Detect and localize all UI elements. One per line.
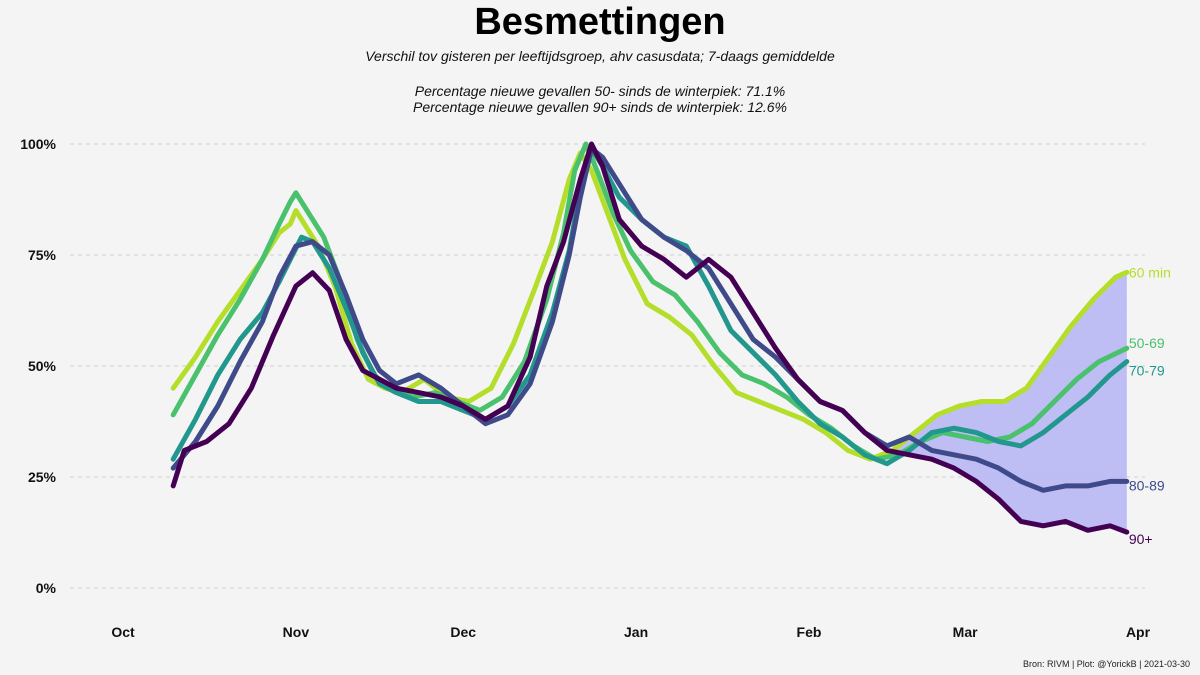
x-axis: Oct Nov Dec Jan Feb Mar Apr: [111, 624, 1150, 640]
series-line: [170, 150, 1130, 462]
series-line: [170, 141, 1130, 535]
series-lines: [170, 141, 1130, 535]
x-tick-label: Mar: [953, 624, 978, 640]
note-90-plus: Percentage nieuwe gevallen 90+ sinds de …: [413, 99, 787, 115]
y-tick-label: 50%: [28, 358, 57, 374]
chart-title: Besmettingen: [474, 1, 726, 43]
gridlines: [70, 143, 1145, 589]
series-labels: 60 min 50-69 70-79 80-89 90+: [1129, 264, 1171, 547]
y-tick-label: 25%: [28, 469, 57, 485]
x-tick-label: Dec: [450, 624, 476, 640]
series-end-label: 90+: [1129, 531, 1153, 547]
x-tick-label: Apr: [1126, 624, 1151, 640]
y-tick-label: 0%: [36, 580, 57, 596]
x-tick-label: Feb: [797, 624, 822, 640]
note-under-50: Percentage nieuwe gevallen 50- sinds de …: [414, 83, 786, 99]
series-end-label: 60 min: [1129, 264, 1171, 280]
series-end-label: 70-79: [1129, 363, 1165, 379]
series-line: [170, 145, 1130, 493]
y-tick-label: 75%: [28, 247, 57, 263]
x-tick-label: Nov: [283, 624, 310, 640]
x-tick-label: Jan: [624, 624, 648, 640]
series-end-label: 50-69: [1129, 335, 1165, 351]
chart-subtitle: Verschil tov gisteren per leeftijdsgroep…: [365, 48, 835, 64]
series-end-label: 80-89: [1129, 477, 1165, 493]
y-tick-label: 100%: [20, 136, 56, 152]
x-tick-label: Oct: [111, 624, 135, 640]
y-axis: 0% 25% 50% 75% 100%: [20, 136, 56, 596]
source-caption: Bron: RIVM | Plot: @YorickB | 2021-03-30: [1022, 659, 1190, 669]
